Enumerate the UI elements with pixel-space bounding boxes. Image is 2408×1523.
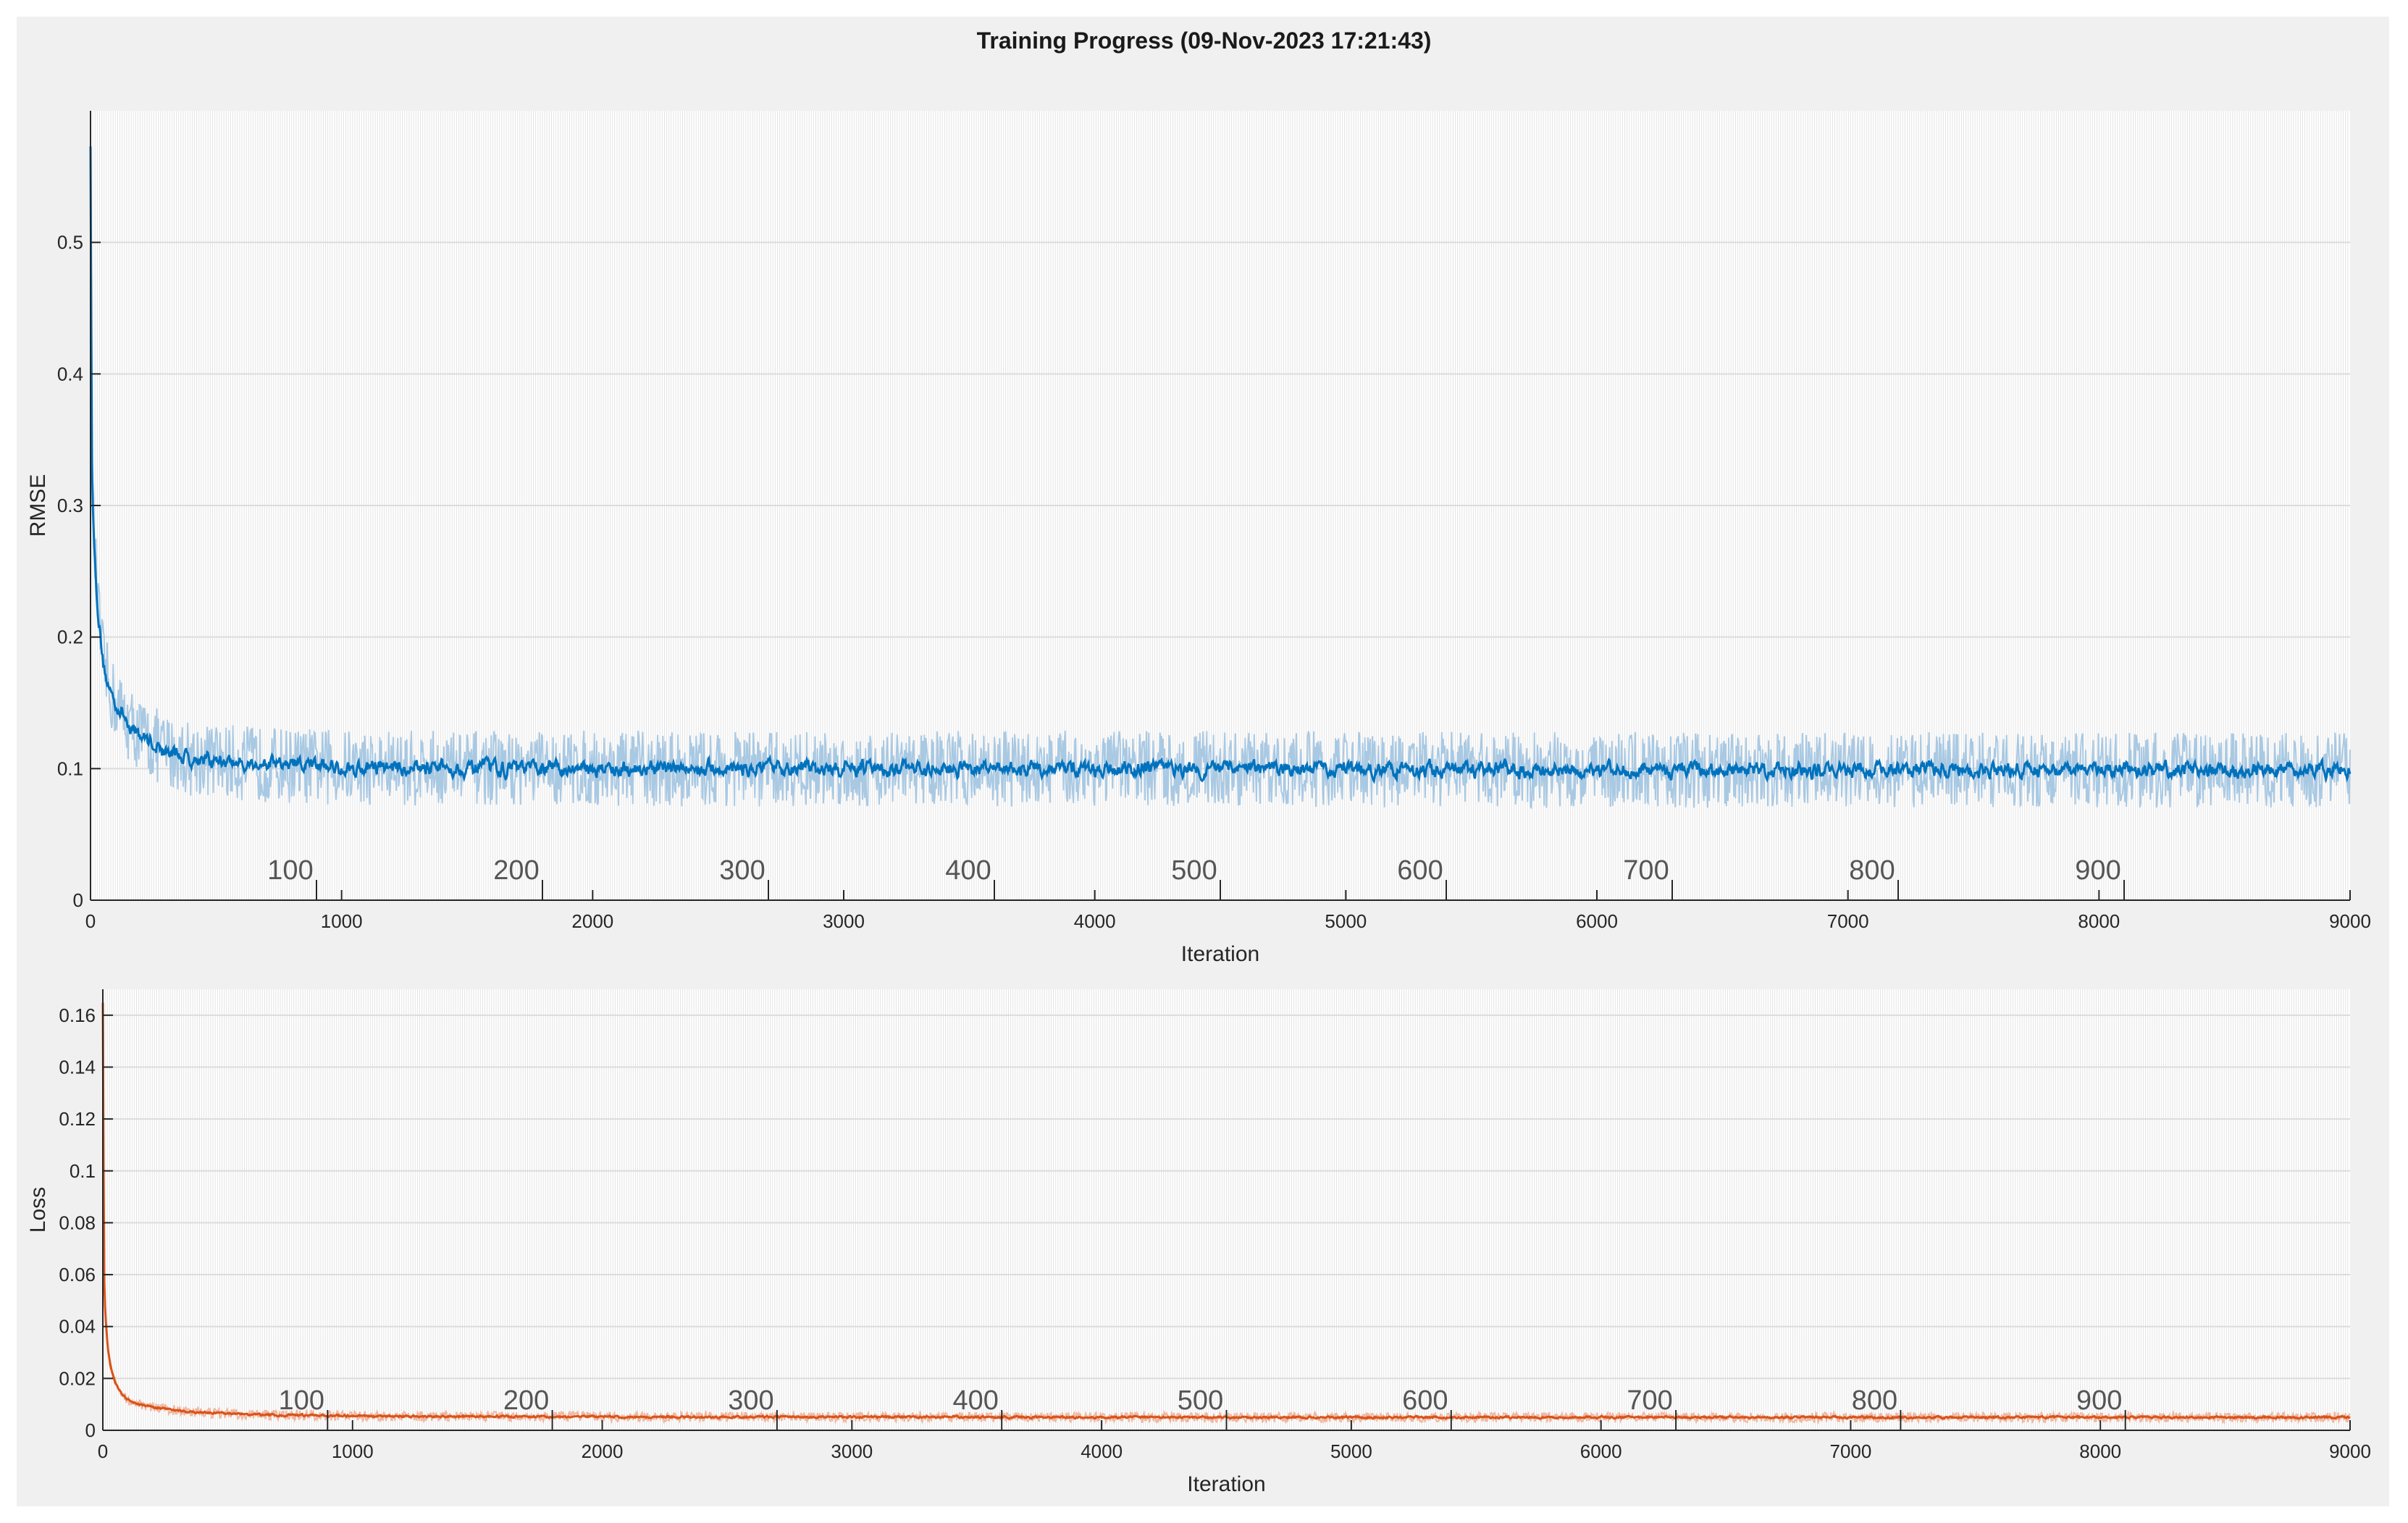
loss-x-tick-label: 0 bbox=[98, 1440, 108, 1462]
rmse-epoch-label: 500 bbox=[1171, 855, 1217, 886]
rmse-y-tick-label: 0.4 bbox=[57, 363, 83, 385]
rmse-plot: 0 0.1 0.2 0.3 0.4 0.5 0 1000 2000 3000 4000 5000 600… bbox=[26, 111, 2371, 966]
loss-x-tick-label: 7000 bbox=[1830, 1440, 1872, 1462]
loss-xlabel: Iteration bbox=[1187, 1472, 1265, 1496]
loss-epoch-label: 900 bbox=[2076, 1385, 2122, 1416]
rmse-x-tick-label: 0 bbox=[85, 910, 96, 932]
loss-x-tick-label: 9000 bbox=[2329, 1440, 2371, 1462]
loss-y-tick-label: 0.12 bbox=[59, 1108, 96, 1130]
loss-x-tick-label: 4000 bbox=[1081, 1440, 1123, 1462]
rmse-x-tick-label: 3000 bbox=[823, 910, 865, 932]
figure-title: Training Progress (09-Nov-2023 17:21:43) bbox=[976, 28, 1432, 54]
loss-x-tick-label: 6000 bbox=[1580, 1440, 1622, 1462]
rmse-epoch-label: 300 bbox=[719, 855, 765, 886]
rmse-y-tick-label: 0 bbox=[73, 889, 83, 911]
rmse-x-tick-label: 6000 bbox=[1576, 910, 1618, 932]
rmse-x-tick-label: 2000 bbox=[571, 910, 613, 932]
loss-epoch-label: 700 bbox=[1627, 1385, 1672, 1416]
rmse-epoch-label: 200 bbox=[493, 855, 539, 886]
rmse-epoch-label: 900 bbox=[2075, 855, 2120, 886]
loss-epoch-label: 800 bbox=[1852, 1385, 1897, 1416]
loss-x-tick-label: 8000 bbox=[2079, 1440, 2121, 1462]
loss-epoch-label: 300 bbox=[728, 1385, 773, 1416]
rmse-y-tick-label: 0.5 bbox=[57, 232, 83, 253]
rmse-ylabel: RMSE bbox=[26, 474, 50, 537]
rmse-raw-series bbox=[90, 180, 2351, 810]
loss-x-tick-label: 5000 bbox=[1330, 1440, 1372, 1462]
loss-ylabel: Loss bbox=[26, 1187, 50, 1233]
loss-y-tick-label: 0 bbox=[85, 1419, 96, 1441]
loss-y-tick-label: 0.1 bbox=[70, 1160, 96, 1182]
rmse-x-tick-label: 1000 bbox=[321, 910, 363, 932]
loss-epoch-label: 600 bbox=[1402, 1385, 1448, 1416]
rmse-y-tick-label: 0.3 bbox=[57, 495, 83, 516]
loss-y-tick-label: 0.16 bbox=[59, 1004, 96, 1026]
rmse-xlabel: Iteration bbox=[1181, 942, 1259, 966]
loss-epoch-label: 200 bbox=[503, 1385, 549, 1416]
loss-y-tick-label: 0.14 bbox=[59, 1056, 96, 1078]
loss-x-tick-label: 1000 bbox=[332, 1440, 374, 1462]
rmse-x-tick-label: 7000 bbox=[1827, 910, 1869, 932]
loss-y-tick-label: 0.02 bbox=[59, 1367, 96, 1389]
rmse-x-tick-label: 5000 bbox=[1325, 910, 1367, 932]
loss-x-tick-label: 3000 bbox=[831, 1440, 873, 1462]
rmse-epoch-label: 700 bbox=[1623, 855, 1669, 886]
loss-y-tick-label: 0.08 bbox=[59, 1212, 96, 1233]
rmse-x-tick-label: 9000 bbox=[2329, 910, 2371, 932]
rmse-y-tick-label: 0.1 bbox=[57, 758, 83, 779]
rmse-epoch-label: 400 bbox=[945, 855, 991, 886]
loss-x-tick-label: 2000 bbox=[582, 1440, 624, 1462]
rmse-smoothed-series bbox=[89, 146, 2352, 784]
rmse-x-tick-label: 8000 bbox=[2078, 910, 2120, 932]
loss-epoch-label: 500 bbox=[1178, 1385, 1223, 1416]
rmse-epoch-label: 100 bbox=[267, 855, 313, 886]
loss-epoch-label: 100 bbox=[279, 1385, 324, 1416]
rmse-y-tick-label: 0.2 bbox=[57, 626, 83, 648]
loss-plot: 0 0.02 0.04 0.06 0.08 0.1 0.12 0.14 0.16 0 1000 200… bbox=[26, 989, 2371, 1496]
rmse-x-tick-label: 4000 bbox=[1074, 910, 1116, 932]
rmse-epoch-label: 600 bbox=[1397, 855, 1443, 886]
rmse-epoch-label: 800 bbox=[1849, 855, 1895, 886]
loss-y-tick-label: 0.04 bbox=[59, 1316, 96, 1338]
loss-epoch-grid bbox=[104, 989, 2349, 1430]
loss-epoch-label: 400 bbox=[952, 1385, 998, 1416]
loss-y-tick-label: 0.06 bbox=[59, 1264, 96, 1285]
